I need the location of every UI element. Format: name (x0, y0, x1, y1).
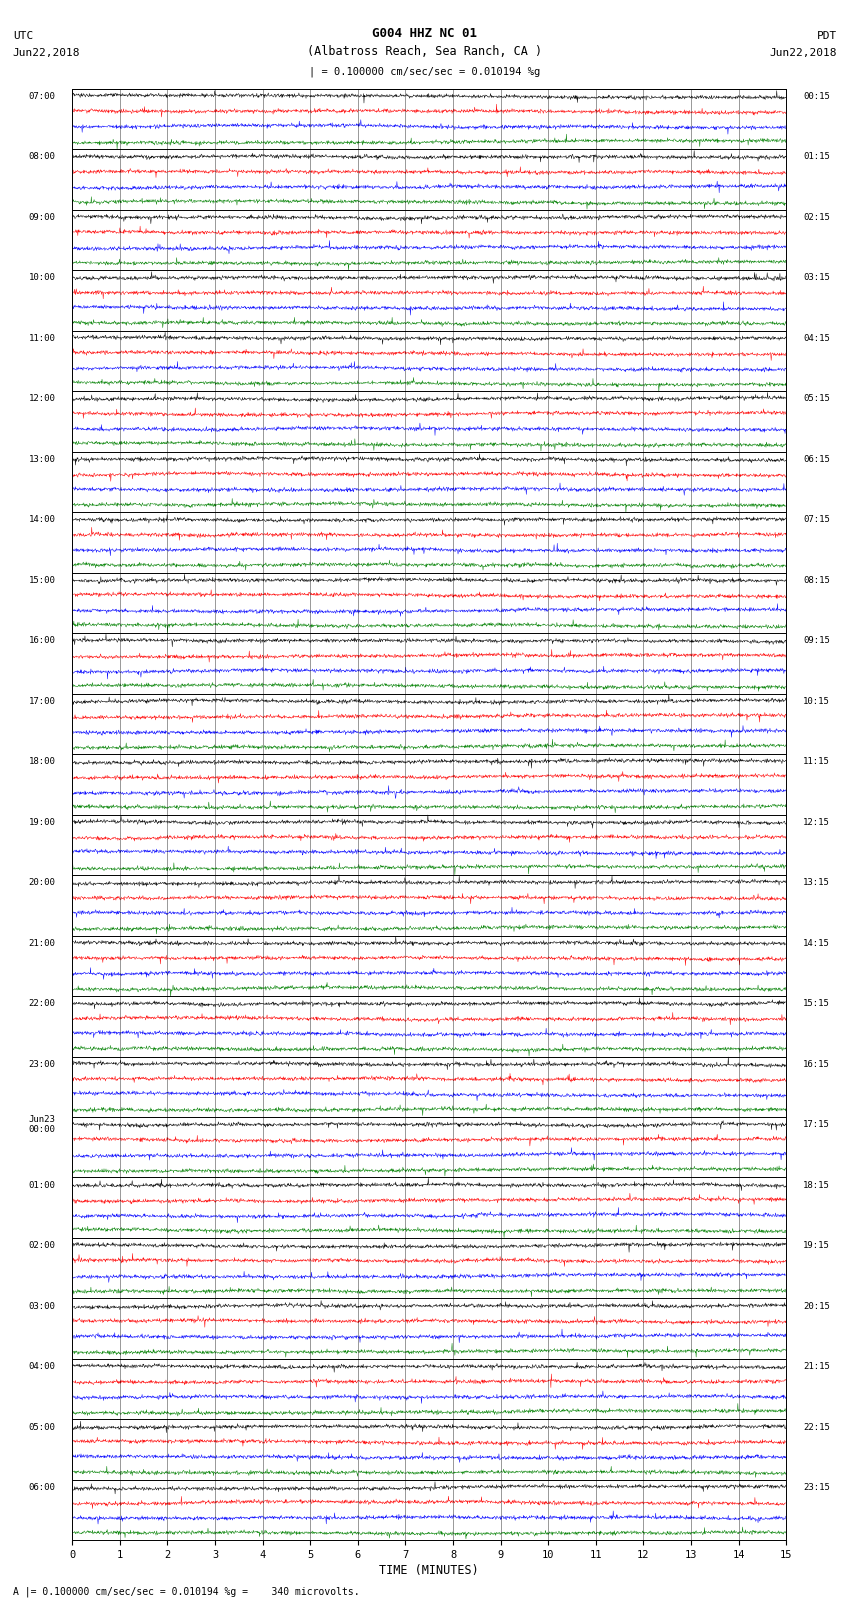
Text: 13:15: 13:15 (803, 877, 830, 887)
Text: 13:00: 13:00 (29, 455, 55, 463)
Text: 21:00: 21:00 (29, 939, 55, 947)
Text: 18:00: 18:00 (29, 756, 55, 766)
Text: 03:00: 03:00 (29, 1302, 55, 1310)
Text: 08:00: 08:00 (29, 152, 55, 161)
Text: 14:00: 14:00 (29, 515, 55, 524)
Text: 16:15: 16:15 (803, 1060, 830, 1068)
Text: | = 0.100000 cm/sec/sec = 0.010194 %g: | = 0.100000 cm/sec/sec = 0.010194 %g (309, 66, 541, 77)
Text: UTC: UTC (13, 31, 33, 40)
Text: 10:00: 10:00 (29, 273, 55, 282)
Text: 12:00: 12:00 (29, 394, 55, 403)
Text: 14:15: 14:15 (803, 939, 830, 947)
Text: 17:00: 17:00 (29, 697, 55, 705)
Text: 02:00: 02:00 (29, 1240, 55, 1250)
Text: 02:15: 02:15 (803, 213, 830, 221)
Text: 10:15: 10:15 (803, 697, 830, 705)
Text: 06:15: 06:15 (803, 455, 830, 463)
Text: A |= 0.100000 cm/sec/sec = 0.010194 %g =    340 microvolts.: A |= 0.100000 cm/sec/sec = 0.010194 %g =… (13, 1586, 360, 1597)
Text: 04:15: 04:15 (803, 334, 830, 342)
Text: 19:15: 19:15 (803, 1240, 830, 1250)
Text: Jun22,2018: Jun22,2018 (13, 48, 80, 58)
Text: 21:15: 21:15 (803, 1361, 830, 1371)
Text: 01:00: 01:00 (29, 1181, 55, 1189)
Text: 19:00: 19:00 (29, 818, 55, 826)
Text: 07:00: 07:00 (29, 92, 55, 100)
Text: 23:15: 23:15 (803, 1482, 830, 1492)
Text: Jun23
00:00: Jun23 00:00 (29, 1115, 55, 1134)
Text: 11:00: 11:00 (29, 334, 55, 342)
Text: 05:00: 05:00 (29, 1423, 55, 1431)
Text: 20:15: 20:15 (803, 1302, 830, 1310)
X-axis label: TIME (MINUTES): TIME (MINUTES) (379, 1565, 479, 1578)
Text: Jun22,2018: Jun22,2018 (770, 48, 837, 58)
Text: 23:00: 23:00 (29, 1060, 55, 1068)
Text: 16:00: 16:00 (29, 636, 55, 645)
Text: 05:15: 05:15 (803, 394, 830, 403)
Text: 18:15: 18:15 (803, 1181, 830, 1189)
Text: 22:00: 22:00 (29, 998, 55, 1008)
Text: 17:15: 17:15 (803, 1119, 830, 1129)
Text: 03:15: 03:15 (803, 273, 830, 282)
Text: 09:15: 09:15 (803, 636, 830, 645)
Text: 15:00: 15:00 (29, 576, 55, 584)
Text: 01:15: 01:15 (803, 152, 830, 161)
Text: PDT: PDT (817, 31, 837, 40)
Text: 09:00: 09:00 (29, 213, 55, 221)
Text: 04:00: 04:00 (29, 1361, 55, 1371)
Text: 06:00: 06:00 (29, 1482, 55, 1492)
Text: 22:15: 22:15 (803, 1423, 830, 1431)
Text: 07:15: 07:15 (803, 515, 830, 524)
Text: 08:15: 08:15 (803, 576, 830, 584)
Text: (Albatross Reach, Sea Ranch, CA ): (Albatross Reach, Sea Ranch, CA ) (308, 45, 542, 58)
Text: 12:15: 12:15 (803, 818, 830, 826)
Text: 11:15: 11:15 (803, 756, 830, 766)
Text: 00:15: 00:15 (803, 92, 830, 100)
Text: 20:00: 20:00 (29, 877, 55, 887)
Text: G004 HHZ NC 01: G004 HHZ NC 01 (372, 26, 478, 39)
Text: 15:15: 15:15 (803, 998, 830, 1008)
